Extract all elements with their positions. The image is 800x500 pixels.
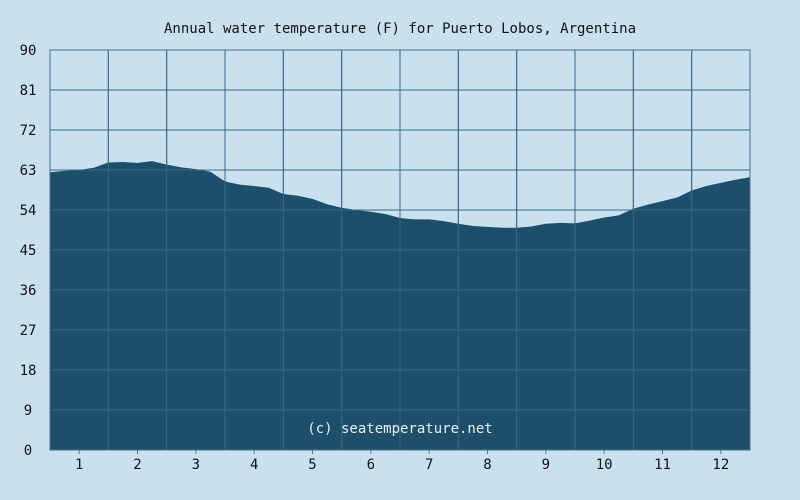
watermark: (c) seatemperature.net xyxy=(307,421,492,437)
y-tick-label: 27 xyxy=(20,323,37,339)
y-tick-label: 63 xyxy=(20,163,37,179)
x-tick-label: 1 xyxy=(75,457,83,473)
y-tick-label: 90 xyxy=(20,43,37,59)
x-tick-label: 3 xyxy=(192,457,200,473)
chart-title: Annual water temperature (F) for Puerto … xyxy=(164,21,636,37)
x-tick-label: 9 xyxy=(542,457,550,473)
y-tick-label: 0 xyxy=(24,443,32,459)
y-tick-label: 18 xyxy=(20,363,37,379)
y-tick-label: 72 xyxy=(20,123,37,139)
plot-frame xyxy=(49,49,751,451)
y-tick-label: 45 xyxy=(20,243,37,259)
x-tick-label: 5 xyxy=(308,457,316,473)
x-tick-label: 12 xyxy=(712,457,729,473)
x-tick-label: 10 xyxy=(596,457,613,473)
y-tick-label: 81 xyxy=(20,83,37,99)
x-tick-label: 2 xyxy=(133,457,141,473)
x-tick-label: 6 xyxy=(367,457,375,473)
x-tick-label: 7 xyxy=(425,457,433,473)
y-tick-label: 36 xyxy=(20,283,37,299)
y-tick-label: 54 xyxy=(20,203,37,219)
x-tick-label: 11 xyxy=(654,457,671,473)
x-tick-label: 4 xyxy=(250,457,258,473)
x-tick-label: 8 xyxy=(483,457,491,473)
y-tick-label: 9 xyxy=(24,403,32,419)
